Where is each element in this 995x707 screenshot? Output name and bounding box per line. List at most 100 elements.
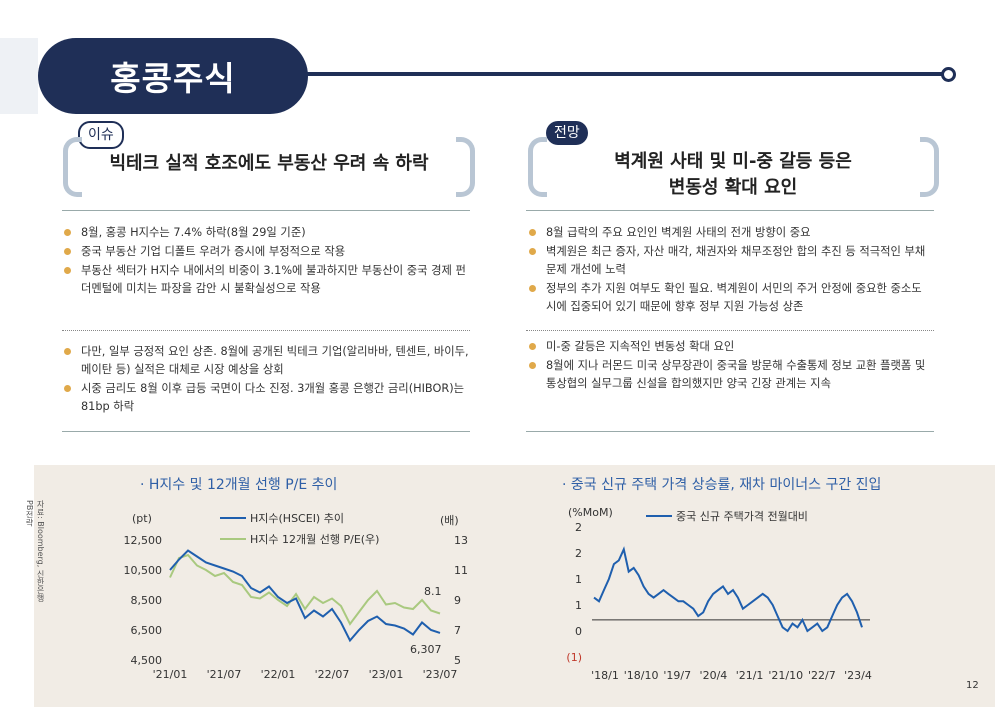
bullet-dot-icon [529, 248, 536, 255]
bullet-dot-icon [64, 348, 71, 355]
bullet-dot-icon [64, 267, 71, 274]
outlook-tag: 전망 [546, 121, 588, 145]
chart1-legend-2-label: H지수 12개월 선행 P/E(우) [250, 533, 380, 546]
bullet-item: 시중 금리도 8월 이후 급등 국면이 다소 진정. 3개월 홍콩 은행간 금리… [62, 380, 472, 416]
chart2-y-tick: (1) [566, 651, 582, 664]
left-open-bracket [63, 137, 82, 197]
right-close-bracket [920, 137, 939, 197]
chart1-right-tick: 7 [454, 624, 461, 637]
chart1-x-tick: '21/07 [207, 668, 242, 681]
chart1-left-tick: 4,500 [131, 654, 163, 667]
left-bullets-bottom: 다만, 일부 긍정적 요인 상존. 8월에 공개된 빅테크 기업(알리바바, 텐… [62, 343, 472, 417]
chart2-y-tick: 2 [575, 547, 582, 560]
title-pill [38, 38, 308, 114]
chart2-x-tick: '18/10 [624, 669, 659, 682]
bullet-text: 다만, 일부 긍정적 요인 상존. 8월에 공개된 빅테크 기업(알리바바, 텐… [81, 345, 469, 376]
chart2-y-tick: 0 [575, 625, 582, 638]
chart1-pe-annotation: 8.1 [424, 585, 442, 598]
left-bullets-top: 8월, 홍콩 H지수는 7.4% 하락(8월 29일 기준) 중국 부동산 기업 … [62, 224, 472, 299]
chart1-right-tick: 5 [454, 654, 461, 667]
chart1-hscei-pe: 12,500 10,500 8,500 6,500 4,500 13 11 9 7 5 '21/01… [124, 534, 469, 681]
chart2-y-tick: 1 [575, 599, 582, 612]
page-title: 홍콩주식 [110, 59, 236, 98]
bullet-item: 다만, 일부 긍정적 요인 상존. 8월에 공개된 빅테크 기업(알리바바, 텐… [62, 343, 472, 379]
bullet-dot-icon [529, 285, 536, 292]
right-open-bracket [528, 137, 547, 197]
bullet-item: 미-중 갈등은 지속적인 변동성 확대 요인 [527, 338, 932, 356]
bullet-text: 8월, 홍콩 H지수는 7.4% 하락(8월 29일 기준) [81, 226, 306, 239]
chart2-housing-line [593, 546, 863, 633]
chart2-x-tick: '21/10 [768, 669, 803, 682]
chart2-x-tick: '20/4 [700, 669, 728, 682]
chart1-x-tick: '23/07 [423, 668, 458, 681]
chart1-hscei-annotation: 6,307 [410, 643, 442, 656]
chart1-left-tick: 8,500 [131, 594, 163, 607]
bullet-item: 8월에 지나 러몬드 미국 상무장관이 중국을 방문해 수출통제 정보 교환 플… [527, 357, 932, 393]
chart1-legend-1-label: H지수(HSCEI) 추이 [250, 512, 344, 525]
chart2-x-tick: '22/7 [808, 669, 836, 682]
chart1-pe-line [169, 553, 441, 626]
chart2-china-housing: 2 2 1 1 0 (1) '18/1 '18/10 '19/7 '20/4 '21/1 '21/10… [566, 521, 872, 682]
chart2-x-tick: '23/4 [844, 669, 872, 682]
chart1-right-unit: (배) [440, 514, 459, 527]
chart1-legend-1: H지수(HSCEI) 추이 [220, 510, 344, 526]
chart2-y-tick: 1 [575, 573, 582, 586]
bullet-text: 정부의 추가 지원 여부도 확인 필요. 벽계원이 서민의 주거 안정에 중요한… [546, 282, 922, 313]
bullet-dot-icon [64, 229, 71, 236]
bullet-dot-icon [64, 385, 71, 392]
chart1-right-tick: 13 [454, 534, 468, 547]
chart1-x-tick: '23/01 [369, 668, 404, 681]
title-rule-end-dot [941, 67, 956, 82]
bullet-text: 부동산 섹터가 H지수 내에서의 비중이 3.1%에 불과하지만 부동산이 중국… [81, 264, 466, 295]
bullet-dot-icon [529, 362, 536, 369]
chart1-legend-1-swatch [220, 516, 246, 520]
bullet-text: 중국 부동산 기업 디폴트 우려가 증시에 부정적으로 작용 [81, 245, 346, 258]
chart2-x-tick: '19/7 [663, 669, 691, 682]
right-divider-bottom [526, 431, 934, 432]
bullet-item: 벽계원은 최근 증자, 자산 매각, 채권자와 채무조정안 합의 추진 등 적극… [527, 243, 932, 279]
chart2-legend-swatch [646, 514, 672, 518]
chart1-x-tick: '22/07 [315, 668, 350, 681]
chart1-right-tick: 11 [454, 564, 468, 577]
bullet-item: 8월 급락의 주요 요인인 벽계원 사태의 전개 방향이 중요 [527, 224, 932, 242]
chart1-title: · H지수 및 12개월 선행 P/E 추이 [140, 477, 338, 493]
chart2-x-tick: '18/1 [591, 669, 619, 682]
chart1-hscei-line [169, 549, 441, 643]
bullet-text: 8월 급락의 주요 요인인 벽계원 사태의 전개 방향이 중요 [546, 226, 811, 239]
bullet-text: 8월에 지나 러몬드 미국 상무장관이 중국을 방문해 수출통제 정보 교환 플… [546, 359, 926, 390]
right-divider-top [526, 210, 934, 211]
bullet-item: 8월, 홍콩 H지수는 7.4% 하락(8월 29일 기준) [62, 224, 472, 242]
bullet-item: 부동산 섹터가 H지수 내에서의 비중이 3.1%에 불과하지만 부동산이 중국… [62, 262, 472, 298]
bullet-item: 중국 부동산 기업 디폴트 우려가 증시에 부정적으로 작용 [62, 243, 472, 261]
bullet-dot-icon [529, 343, 536, 350]
right-headline-line1: 벽계원 사태 및 미-중 갈등 등은 [614, 151, 852, 172]
chart1-x-tick: '21/01 [153, 668, 188, 681]
left-divider-bottom [62, 431, 470, 432]
right-headline: 벽계원 사태 및 미-중 갈등 등은 변동성 확대 요인 [550, 149, 916, 201]
right-headline-line2: 변동성 확대 요인 [668, 177, 798, 198]
bullet-text: 벽계원은 최근 증자, 자산 매각, 채권자와 채무조정안 합의 추진 등 적극… [546, 245, 926, 276]
title-tab-decoration [0, 38, 38, 114]
left-headline: 빅테크 실적 호조에도 부동산 우려 속 하락 [109, 153, 429, 174]
chart1-left-tick: 10,500 [124, 564, 163, 577]
bullet-text: 미-중 갈등은 지속적인 변동성 확대 요인 [546, 340, 735, 353]
right-bullets-bottom: 미-중 갈등은 지속적인 변동성 확대 요인 8월에 지나 러몬드 미국 상무장관… [527, 338, 932, 394]
left-close-bracket [456, 137, 475, 197]
chart2-y-tick: 2 [575, 521, 582, 534]
left-dotted-divider [62, 330, 470, 331]
bullet-text: 시중 금리도 8월 이후 급등 국면이 다소 진정. 3개월 홍콩 은행간 금리… [81, 382, 465, 413]
bullet-dot-icon [64, 248, 71, 255]
chart1-right-tick: 9 [454, 594, 461, 607]
left-divider-top [62, 210, 470, 211]
chart2-unit: (%MoM) [568, 506, 613, 519]
page-number: 12 [966, 680, 979, 691]
chart1-x-tick: '22/01 [261, 668, 296, 681]
chart1-left-tick: 6,500 [131, 624, 163, 637]
chart2-legend-label: 중국 신규 주택가격 전월대비 [676, 510, 808, 523]
chart-panel-background [34, 465, 995, 707]
right-dotted-divider [526, 330, 934, 331]
chart2-x-tick: '21/1 [736, 669, 764, 682]
chart2-legend: 중국 신규 주택가격 전월대비 [646, 508, 808, 524]
chart2-title: · 중국 신규 주택 가격 상승률, 재차 마이너스 구간 진입 [562, 477, 882, 493]
